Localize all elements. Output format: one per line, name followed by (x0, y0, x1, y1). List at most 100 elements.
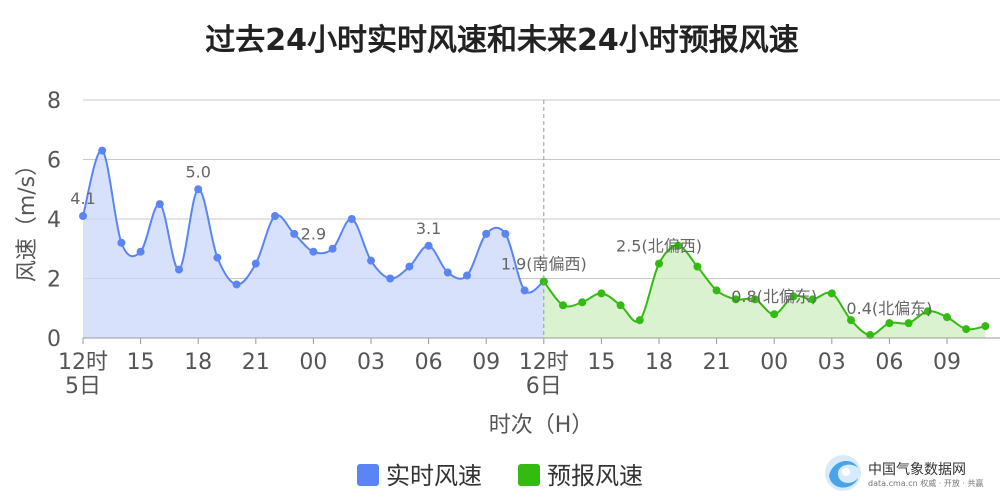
data-label: 1.9(南偏西) (501, 254, 587, 273)
data-point[interactable] (482, 229, 491, 238)
x-tick-label: 12时 (519, 350, 569, 375)
data-point[interactable] (271, 212, 279, 221)
data-point[interactable] (501, 229, 510, 238)
data-point[interactable] (405, 262, 414, 271)
y-tick-label: 2 (47, 268, 61, 293)
data-point[interactable] (559, 301, 567, 310)
legend[interactable]: 实时风速 预报风速 (357, 462, 643, 490)
legend-label-forecast: 预报风速 (547, 462, 643, 490)
brand-name: 中国气象数据网 (868, 462, 966, 478)
data-label: 2.9 (301, 225, 326, 244)
data-point[interactable] (136, 247, 145, 256)
y-tick-label: 6 (47, 149, 61, 174)
legend-item-forecast[interactable]: 预报风速 (518, 462, 643, 490)
legend-swatch-forecast (518, 464, 540, 486)
data-point[interactable] (635, 316, 644, 325)
x-tick-label: 06 (415, 350, 443, 375)
data-point[interactable] (347, 215, 356, 223)
y-tick-label: 8 (47, 89, 61, 114)
data-label: 0.8(北偏东) (731, 287, 817, 306)
data-point[interactable] (866, 331, 875, 340)
data-point[interactable] (367, 256, 375, 265)
series-area (543, 245, 986, 338)
data-point[interactable] (232, 280, 241, 289)
data-point[interactable] (981, 322, 990, 331)
data-point[interactable] (251, 259, 260, 268)
y-tick-label: 0 (47, 327, 61, 352)
x-tick-label: 6日 (526, 374, 562, 399)
x-tick-label: 09 (472, 350, 500, 375)
data-point[interactable] (290, 229, 299, 238)
y-tick-label: 4 (47, 208, 61, 233)
x-tick-label: 21 (703, 350, 731, 375)
data-point[interactable] (731, 295, 740, 304)
brand-subtitle: data.cma.cn 权威 · 开放 · 共赢 (868, 478, 983, 488)
data-point[interactable] (712, 286, 721, 295)
x-axis-title: 时次（H） (489, 413, 594, 438)
data-point[interactable] (885, 319, 894, 328)
data-point[interactable] (194, 185, 203, 194)
data-point[interactable] (616, 301, 625, 310)
x-tick-label: 18 (645, 350, 673, 375)
x-tick-label: 15 (587, 350, 615, 375)
data-point[interactable] (98, 146, 107, 155)
data-point[interactable] (962, 325, 971, 334)
legend-swatch-realtime (357, 464, 379, 486)
data-point[interactable] (79, 212, 87, 221)
data-point[interactable] (386, 274, 395, 283)
x-tick-label: 03 (357, 350, 385, 375)
data-point[interactable] (847, 316, 855, 325)
data-point[interactable] (770, 310, 779, 319)
series-realtime (79, 146, 548, 338)
data-labels: 4.1 5.0 2.9 3.1 1.9(南偏西) 2.5(北偏西) 0.8(北偏东) 0.4(… (70, 162, 932, 318)
series-layer (79, 146, 990, 340)
x-tick-label: 00 (760, 350, 788, 375)
data-point[interactable] (751, 295, 759, 304)
data-point[interactable] (808, 295, 817, 304)
x-tick-label: 06 (875, 350, 903, 375)
data-point[interactable] (309, 247, 318, 256)
weather-swirl-icon (825, 455, 861, 491)
x-tick-label: 15 (127, 350, 155, 375)
series-area (83, 150, 544, 338)
data-point[interactable] (463, 271, 471, 280)
data-point[interactable] (674, 241, 683, 250)
data-point[interactable] (578, 298, 587, 307)
data-point[interactable] (943, 313, 951, 322)
data-point[interactable] (827, 289, 836, 298)
data-point[interactable] (155, 200, 164, 209)
data-point[interactable] (655, 259, 663, 268)
data-label: 0.4(北偏东) (846, 299, 932, 318)
legend-item-realtime[interactable]: 实时风速 (357, 462, 482, 490)
series-forecast (539, 241, 990, 340)
data-point[interactable] (213, 253, 222, 262)
data-point[interactable] (424, 241, 433, 250)
data-label: 3.1 (416, 219, 441, 238)
data-point[interactable] (175, 265, 183, 274)
data-point[interactable] (693, 262, 702, 271)
data-point[interactable] (328, 244, 337, 253)
data-point[interactable] (539, 277, 548, 286)
data-point[interactable] (923, 307, 932, 316)
data-point[interactable] (904, 319, 913, 328)
data-point[interactable] (520, 286, 529, 295)
x-tick-label: 21 (242, 350, 270, 375)
data-label: 4.1 (70, 189, 95, 208)
data-point[interactable] (443, 268, 452, 277)
data-label: 5.0 (185, 162, 210, 181)
x-tick-label: 12时 (58, 350, 108, 375)
data-label: 2.5(北偏西) (616, 237, 702, 256)
x-tick-label: 09 (933, 350, 961, 375)
chart-title: 过去24小时实时风速和未来24小时预报风速 (205, 23, 799, 58)
data-point[interactable] (117, 238, 126, 247)
x-tick-label: 00 (299, 350, 327, 375)
legend-label-realtime: 实时风速 (386, 462, 482, 490)
x-tick-label: 03 (818, 350, 846, 375)
y-axis-title: 风速（m/s） (15, 154, 40, 282)
x-tick-label: 18 (184, 350, 212, 375)
x-tick-label: 5日 (65, 374, 101, 399)
data-point[interactable] (789, 292, 798, 301)
data-point[interactable] (597, 289, 606, 298)
